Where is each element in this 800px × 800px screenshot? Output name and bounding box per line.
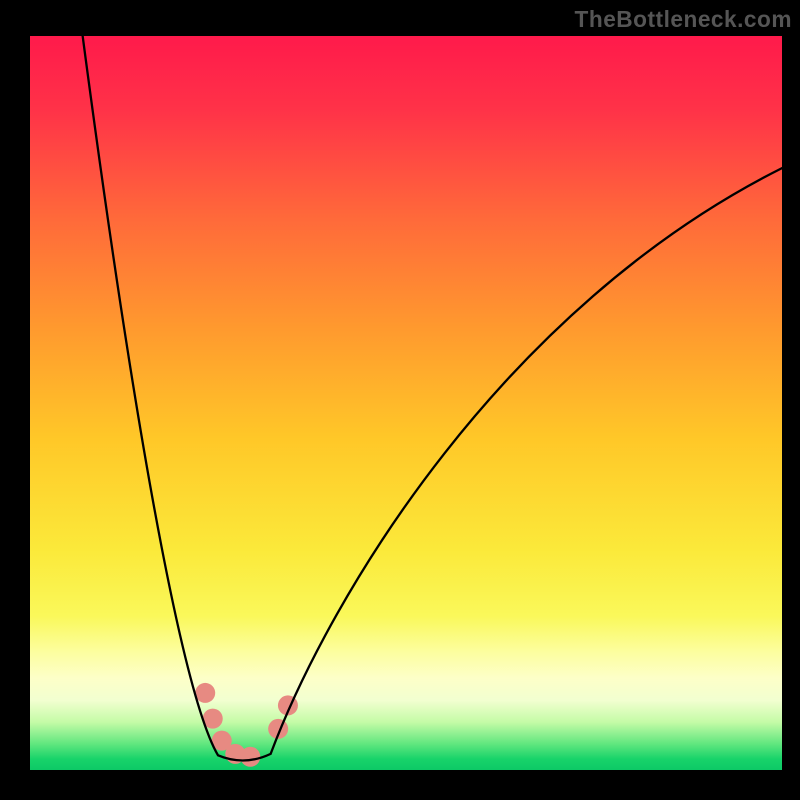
watermark-text: TheBottleneck.com — [575, 6, 792, 33]
plot-area — [30, 36, 782, 770]
curve-layer — [30, 36, 782, 770]
marker-point — [195, 683, 215, 703]
bottleneck-curve — [83, 36, 782, 760]
marker-point — [240, 747, 260, 767]
chart-frame: TheBottleneck.com — [0, 0, 800, 800]
